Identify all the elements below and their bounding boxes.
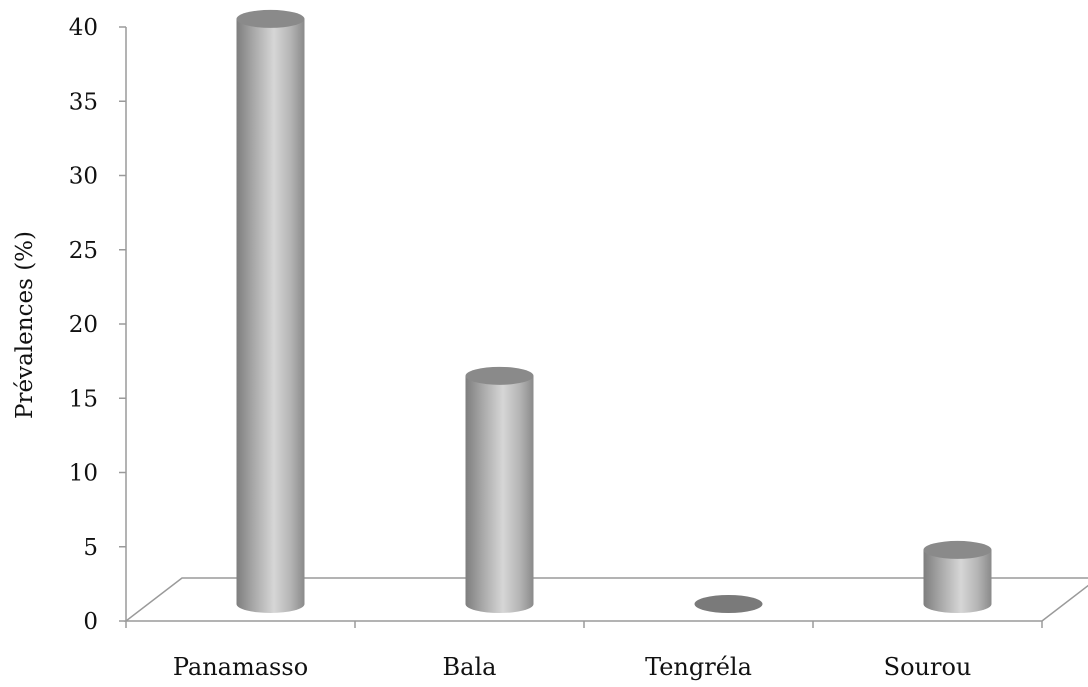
bar-panamasso — [236, 9, 305, 613]
y-tick-label: 20 — [69, 312, 98, 338]
bar-top — [694, 595, 763, 613]
y-tick-label: 0 — [83, 609, 98, 635]
chart-floor — [123, 577, 1088, 622]
x-category-label: Sourou — [884, 653, 972, 681]
x-category-label: Tengréla — [645, 653, 752, 681]
bar-top — [465, 366, 534, 385]
bar-top — [236, 9, 305, 28]
y-tick-label: 15 — [69, 386, 98, 412]
y-tick-label: 10 — [69, 461, 98, 487]
y-tick-label: 40 — [69, 15, 98, 41]
x-category-label: Bala — [443, 653, 497, 681]
x-category-label: Panamasso — [173, 653, 308, 681]
bar-body — [465, 375, 534, 613]
bar-bala — [465, 366, 534, 613]
y-tick-label: 30 — [69, 164, 98, 190]
bar-body — [923, 549, 992, 613]
bar-top — [923, 540, 992, 559]
y-tick-label: 25 — [69, 238, 98, 264]
bar-body — [236, 18, 305, 613]
y-axis-title: Prévalences (%) — [12, 231, 38, 419]
bar-tengréla — [694, 595, 763, 613]
y-tick-label: 35 — [69, 89, 98, 115]
bar-sourou — [923, 540, 992, 613]
y-tick-label: 5 — [83, 535, 98, 561]
